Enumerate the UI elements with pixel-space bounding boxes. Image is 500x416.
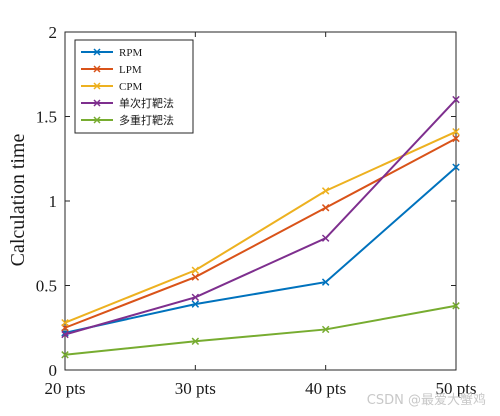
data-point — [452, 134, 460, 143]
data-point — [191, 337, 200, 346]
x-tick-label: 30 pts — [175, 379, 216, 398]
data-point — [452, 163, 460, 171]
legend-swatch-marker — [93, 99, 101, 107]
watermark: CSDN @最爱大蟹鸡 — [366, 393, 486, 408]
data-point — [452, 127, 460, 136]
series-layer — [61, 95, 460, 359]
data-point — [191, 300, 200, 308]
y-tick-label: 1.5 — [36, 108, 57, 127]
series-line — [64, 137, 457, 329]
data-point — [191, 293, 200, 302]
legend-label: 单次打靶法 — [119, 96, 174, 110]
legend-label: LPM — [119, 64, 142, 76]
series-3 — [61, 127, 460, 327]
series-4 — [61, 95, 460, 339]
data-point — [321, 278, 330, 286]
series-line — [64, 98, 457, 336]
legend-label: RPM — [119, 47, 142, 59]
legend-swatch-marker — [93, 65, 101, 73]
legend-entry: CPM — [81, 81, 142, 93]
y-tick-label: 0.5 — [36, 277, 57, 296]
axis-ticks: 0 0.5 1 1.5 2 20 pts 30 pts 40 pts 50 pts — [36, 23, 477, 398]
series-line — [64, 130, 457, 324]
data-point — [321, 187, 330, 195]
data-point — [321, 325, 330, 334]
legend-label: CPM — [119, 81, 142, 93]
series-line — [64, 166, 457, 334]
data-point — [61, 351, 69, 359]
data-point — [452, 95, 460, 104]
legend-swatch-marker — [93, 116, 101, 124]
data-point — [452, 302, 460, 310]
legend-swatch-marker — [93, 48, 101, 56]
data-point — [191, 273, 200, 281]
legend-entry: 多重打靶法 — [81, 113, 174, 127]
y-tick-label: 2 — [49, 23, 58, 42]
y-tick-label: 0 — [49, 361, 58, 380]
legend-label: 多重打靶法 — [119, 113, 174, 127]
y-axis-title: Calculation time — [7, 134, 29, 267]
legend-entry: LPM — [81, 64, 142, 76]
legend-entry: 单次打靶法 — [81, 96, 174, 110]
data-point — [191, 266, 200, 275]
data-point — [321, 234, 330, 242]
x-tick-label: 50 pts — [435, 379, 476, 398]
series-1 — [61, 163, 460, 337]
data-point — [61, 330, 69, 339]
x-tick-label: 20 pts — [44, 379, 85, 398]
x-tick-label: 40 pts — [305, 379, 346, 398]
series-2 — [61, 134, 460, 332]
series-line — [64, 304, 457, 356]
data-point — [321, 204, 330, 212]
legend-swatch-marker — [93, 82, 101, 90]
y-tick-label: 1 — [49, 192, 58, 211]
legend-entry: RPM — [81, 47, 142, 59]
series-5 — [61, 302, 460, 359]
data-point — [61, 318, 69, 327]
